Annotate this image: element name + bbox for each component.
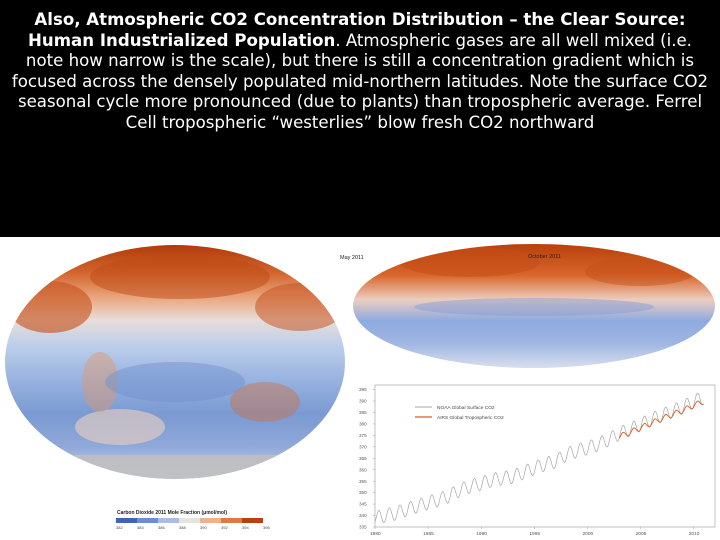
colorbar-tick: 390: [200, 525, 207, 530]
y-tick-label: 390: [359, 399, 367, 404]
chart-x-ticks: 1980 1985 1990 1995 2000 2005 2010: [370, 527, 700, 537]
chart-legend: NOAA Global Surface CO2 AIRS Global Trop…: [415, 405, 504, 421]
y-tick-label: 350: [359, 490, 367, 495]
colorbar-tick: 392: [221, 525, 228, 530]
figure-svg: May 2011 October 2011 Carbon Dioxide 201…: [5, 244, 716, 537]
x-tick-label: 1985: [423, 531, 434, 537]
colorbar-tick: 384: [137, 525, 144, 530]
y-tick-label: 370: [359, 444, 367, 449]
x-tick-label: 2010: [689, 531, 700, 537]
y-tick-label: 365: [359, 456, 367, 461]
y-tick-label: 385: [359, 410, 367, 415]
x-tick-label: 2005: [636, 531, 647, 537]
colorbar: Carbon Dioxide 2011 Mole Fraction (μmol/…: [116, 510, 270, 530]
co2-line-chart: 395390385380375370365360355350345340335 …: [359, 384, 716, 537]
x-tick-label: 1980: [370, 531, 381, 537]
y-tick-label: 360: [359, 467, 367, 472]
colorbar-ticks: 382 384 386 388 390 392 394 396: [116, 525, 270, 530]
legend-label-surface: NOAA Global Surface CO2: [437, 405, 495, 411]
colorbar-tick: 382: [116, 525, 123, 530]
series-line-troposphere: [619, 400, 704, 439]
chart-plot-area: [374, 384, 716, 528]
slide-caption: Also, Atmospheric CO2 Concentration Dist…: [8, 10, 712, 134]
chart-series-group: [374, 392, 704, 524]
colorbar-tick: 388: [179, 525, 186, 530]
y-tick-label: 395: [359, 387, 367, 392]
y-tick-label: 340: [359, 513, 367, 518]
x-tick-label: 1990: [476, 531, 487, 537]
map-left-label: May 2011: [340, 255, 364, 261]
colorbar-title: Carbon Dioxide 2011 Mole Fraction (μmol/…: [117, 510, 227, 516]
colorbar-tick: 394: [242, 525, 249, 530]
x-tick-label: 1995: [529, 531, 540, 537]
co2-figure: May 2011 October 2011 Carbon Dioxide 201…: [0, 237, 720, 540]
caption-text: . Atmospheric gases are all well mixed (…: [11, 30, 709, 132]
legend-label-troposphere: AIRS Global Tropospheric CO2: [437, 415, 504, 421]
y-tick-label: 355: [359, 479, 367, 484]
x-tick-label: 2000: [583, 531, 594, 537]
map-october-2011: October 2011: [353, 244, 715, 368]
colorbar-tick: 386: [158, 525, 165, 530]
map-right-label: October 2011: [528, 254, 561, 260]
y-tick-label: 380: [359, 422, 367, 427]
colorbar-tick: 396: [263, 525, 270, 530]
y-tick-label: 335: [359, 525, 367, 530]
caption-bold: Also, Atmospheric CO2 Concentration Dist…: [28, 10, 686, 50]
map-may-2011: May 2011: [5, 245, 364, 479]
chart-y-ticks: 395 390 385 380 375 370 365 360 355 350 345 340 335: [359, 387, 375, 530]
y-tick-label: 375: [359, 433, 367, 438]
y-tick-label: 345: [359, 502, 367, 507]
